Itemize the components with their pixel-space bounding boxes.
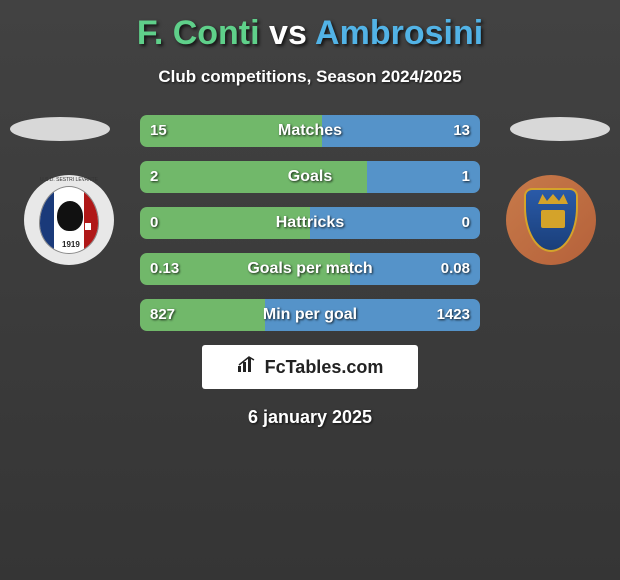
stat-label: Hattricks: [140, 207, 480, 239]
club-left-stripe-red: [84, 187, 98, 254]
club-badge-right: [506, 175, 596, 265]
club-right-shield: [524, 188, 578, 252]
stat-value-left: 0.13: [150, 253, 179, 285]
stat-value-left: 2: [150, 161, 158, 193]
stat-value-right: 0.08: [441, 253, 470, 285]
date-text: 6 january 2025: [0, 407, 620, 428]
stat-value-right: 1423: [437, 299, 470, 331]
club-badge-left: U.S.D. SESTRI LEVANTE 1919: [24, 175, 114, 265]
stat-value-right: 0: [462, 207, 470, 239]
stat-row: Matches15 13: [140, 115, 480, 147]
player2-name: Ambrosini: [315, 14, 483, 52]
vs-text: vs: [260, 14, 315, 52]
club-left-bandana: [85, 223, 91, 230]
club-left-shield: 1919: [39, 186, 99, 254]
watermark: FcTables.com: [202, 345, 418, 389]
player1-name: F. Conti: [137, 14, 260, 52]
player2-ellipse: [510, 117, 610, 141]
club-left-arc: U.S.D. SESTRI LEVANTE: [24, 177, 114, 183]
stat-row: Goals per match0.13 0.08: [140, 253, 480, 285]
stat-value-left: 827: [150, 299, 175, 331]
subtitle: Club competitions, Season 2024/2025: [0, 67, 620, 87]
stat-row: Hattricks0 0: [140, 207, 480, 239]
chart-bar-icon: [237, 356, 259, 379]
club-right-castle: [541, 210, 565, 228]
stat-bars: Matches15 13 Goals2 1 Hattricks0 0 Goals per m…: [140, 115, 480, 331]
club-left-year: 1919: [62, 240, 80, 249]
club-left-stripe-blue: [40, 187, 54, 254]
page-title: F. Conti vs Ambrosini: [0, 0, 620, 53]
stat-row: Goals2 1: [140, 161, 480, 193]
stat-label: Matches: [140, 115, 480, 147]
stats-area: U.S.D. SESTRI LEVANTE 1919 Matches15 13 Go…: [0, 115, 620, 428]
stat-value-left: 15: [150, 115, 167, 147]
stat-label: Goals per match: [140, 253, 480, 285]
watermark-text: FcTables.com: [265, 357, 384, 378]
club-left-moor-head: [57, 201, 83, 231]
stat-value-right: 13: [453, 115, 470, 147]
stat-label: Min per goal: [140, 299, 480, 331]
stat-value-left: 0: [150, 207, 158, 239]
stat-row: Min per goal827 1423: [140, 299, 480, 331]
stat-value-right: 1: [462, 161, 470, 193]
player1-ellipse: [10, 117, 110, 141]
stat-label: Goals: [140, 161, 480, 193]
club-right-crown: [538, 194, 568, 204]
